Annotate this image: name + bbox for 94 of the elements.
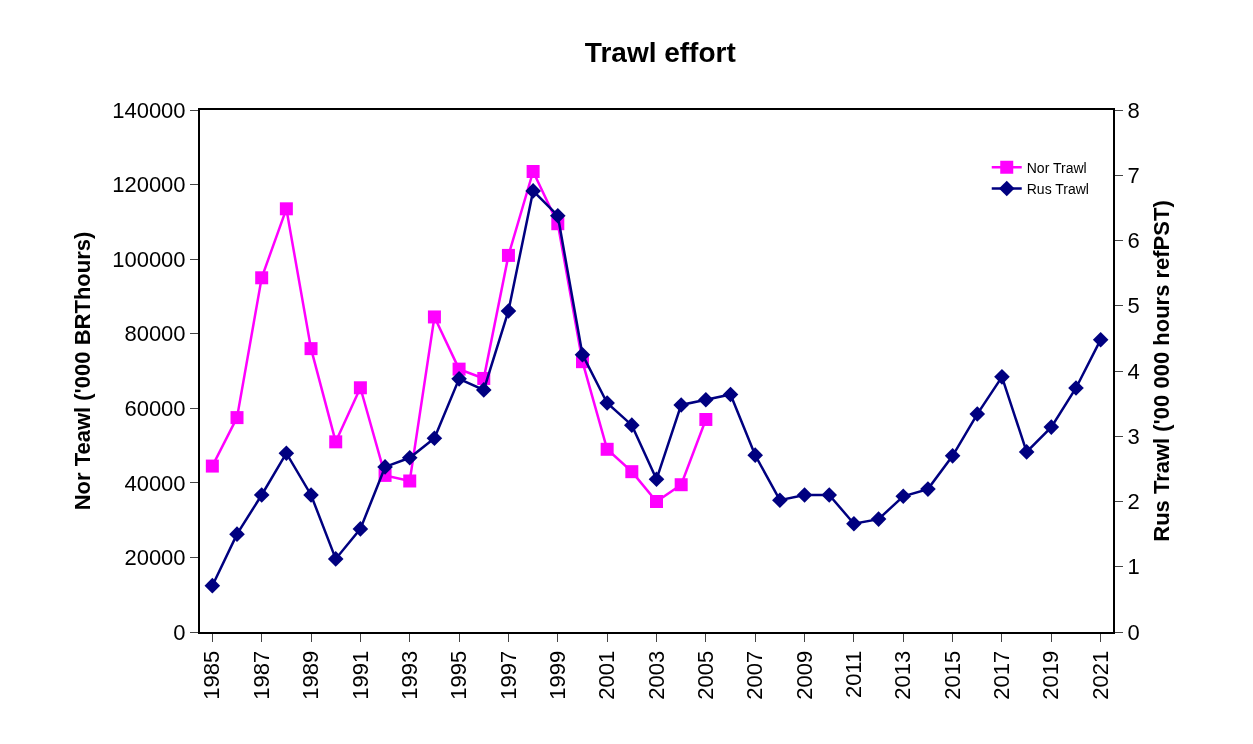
- x-tick-label: 2005: [693, 650, 718, 700]
- point: [895, 488, 912, 505]
- y-tick-label: 0: [173, 619, 186, 645]
- x-tick-label: 1991: [347, 650, 373, 700]
- y2-tick-label: 8: [1127, 97, 1140, 123]
- y-tick-label: 100000: [112, 246, 186, 272]
- point: [501, 248, 515, 262]
- y2-tick-label: 2: [1127, 489, 1140, 515]
- point: [772, 492, 788, 508]
- point: [255, 271, 269, 285]
- point: [279, 202, 293, 216]
- point: [944, 448, 961, 464]
- point: [427, 310, 441, 324]
- point: [969, 406, 986, 422]
- point: [1068, 380, 1084, 396]
- point: [352, 521, 369, 537]
- y2-tick-label: 3: [1127, 423, 1140, 449]
- y2-tick-label: 7: [1127, 162, 1140, 188]
- point: [674, 478, 688, 492]
- point: [870, 511, 887, 527]
- x-tick-label: 1993: [396, 650, 422, 700]
- y2-tick-label: 1: [1127, 554, 1140, 580]
- y-tick-label: 60000: [124, 395, 186, 421]
- point: [329, 435, 343, 449]
- point: [846, 515, 862, 532]
- y-tick-label: 20000: [124, 545, 186, 571]
- point: [1092, 331, 1109, 348]
- point: [625, 465, 639, 479]
- y2-tick-label: 4: [1127, 358, 1140, 384]
- point: [353, 381, 367, 395]
- point: [327, 551, 344, 567]
- x-tick-label: 1997: [495, 650, 521, 700]
- point: [304, 342, 318, 356]
- point: [426, 430, 443, 447]
- point: [1018, 444, 1035, 460]
- y2-tick-label: 5: [1127, 293, 1140, 319]
- point: [796, 487, 813, 503]
- point: [525, 183, 541, 199]
- x-tick-label: 2019: [1038, 650, 1064, 700]
- x-tick-label: 2021: [1087, 650, 1113, 700]
- point: [600, 442, 614, 456]
- y2-tick-label: 0: [1127, 619, 1140, 645]
- point: [229, 526, 245, 542]
- point: [699, 412, 713, 426]
- point: [230, 411, 244, 425]
- legend-label: Nor Trawl: [1026, 159, 1087, 176]
- point: [599, 395, 615, 411]
- x-tick-label: 1989: [298, 650, 324, 700]
- x-tick-label: 2007: [742, 650, 768, 700]
- point: [500, 303, 517, 319]
- point: [747, 447, 763, 463]
- x-tick-label: 1985: [199, 650, 225, 700]
- point: [253, 487, 270, 503]
- point: [205, 459, 219, 473]
- y-tick-label: 80000: [124, 321, 186, 347]
- point: [204, 577, 221, 594]
- x-tick-label: 1987: [248, 650, 274, 700]
- point: [920, 481, 936, 497]
- point: [403, 474, 417, 488]
- point: [475, 382, 492, 398]
- point: [994, 369, 1010, 385]
- point: [650, 495, 663, 508]
- chart-title: Trawl effort: [584, 36, 736, 68]
- y-axis-title: Nor Teawl ('000 BRThours): [70, 231, 96, 511]
- x-tick-label: 1995: [446, 650, 472, 700]
- point: [278, 445, 295, 462]
- point: [377, 459, 393, 475]
- x-tick-label: 2001: [594, 650, 620, 700]
- point: [648, 471, 665, 488]
- y-tick-label: 120000: [112, 172, 186, 198]
- legend-label: Rus Trawl: [1026, 181, 1089, 198]
- point: [303, 487, 319, 503]
- x-tick-label: 1999: [544, 650, 570, 700]
- y2-axis-title: Rus Trawl ('00 000 hours refPST): [1149, 200, 1175, 542]
- point: [526, 165, 540, 179]
- x-tick-label: 2003: [643, 650, 669, 700]
- point: [673, 397, 689, 413]
- point: [1043, 419, 1060, 435]
- y-tick-label: 140000: [112, 97, 186, 123]
- point: [401, 449, 418, 466]
- point: [698, 391, 714, 408]
- point: [451, 371, 467, 387]
- x-tick-label: 2017: [989, 650, 1015, 700]
- point: [624, 417, 640, 433]
- y-tick-label: 40000: [124, 470, 186, 496]
- point: [574, 346, 591, 363]
- point: [821, 487, 838, 503]
- point: [550, 207, 566, 224]
- x-tick-label: 2009: [791, 650, 817, 700]
- x-tick-label: 2011: [841, 650, 867, 699]
- y2-tick-label: 6: [1127, 228, 1140, 254]
- x-tick-label: 2015: [939, 650, 965, 700]
- x-tick-label: 2013: [890, 650, 916, 700]
- point: [722, 386, 739, 403]
